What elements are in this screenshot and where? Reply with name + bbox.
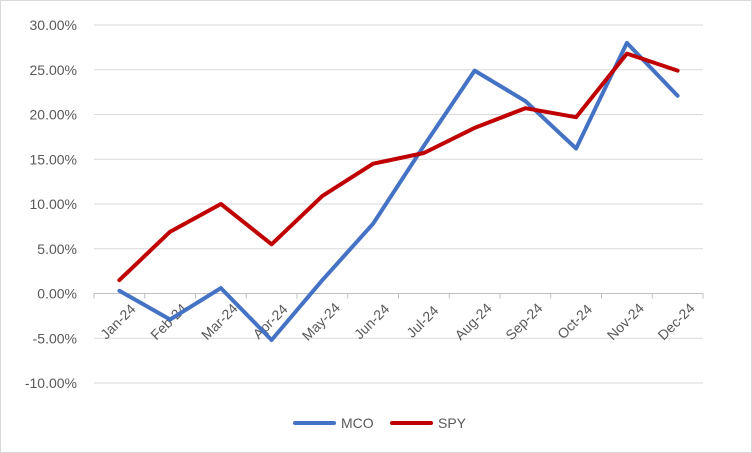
x-tick-label: Nov-24 bbox=[604, 300, 647, 343]
legend: MCO SPY bbox=[293, 415, 467, 431]
y-tick-label: 30.00% bbox=[30, 17, 77, 33]
series-line-mco bbox=[117, 40, 680, 342]
series-line-spy bbox=[117, 51, 680, 283]
y-axis-tick-labels: 30.00% 25.00% 20.00% 15.00% 10.00% 5.00% 0.00%… bbox=[25, 17, 77, 391]
y-tick-label: 5.00% bbox=[37, 241, 77, 257]
legend-label-mco: MCO bbox=[341, 415, 374, 431]
x-tick-label: Aug-24 bbox=[451, 300, 494, 343]
x-tick-label: May-24 bbox=[299, 299, 343, 343]
y-tick-label: -5.00% bbox=[33, 330, 77, 346]
x-tick-label: Jun-24 bbox=[351, 301, 393, 343]
x-tick-label: Feb-24 bbox=[147, 300, 190, 343]
y-tick-label: 25.00% bbox=[30, 62, 77, 78]
x-tick-label: Oct-24 bbox=[554, 301, 595, 342]
gridlines bbox=[94, 24, 703, 384]
x-tick-label: Jul-24 bbox=[403, 302, 441, 340]
x-tick-label: Dec-24 bbox=[654, 300, 697, 343]
y-tick-label: 20.00% bbox=[30, 107, 77, 123]
y-tick-label: 10.00% bbox=[30, 196, 77, 212]
series-lines bbox=[117, 40, 680, 342]
y-tick-label: 0.00% bbox=[37, 286, 77, 302]
x-axis-tick-labels: Jan-24 Feb-24 Mar-24 Apr-24 May-24 Jun-24 Jul-… bbox=[97, 299, 698, 343]
y-tick-label: 15.00% bbox=[30, 151, 77, 167]
y-tick-label: -10.00% bbox=[25, 375, 77, 391]
x-tick-label: Jan-24 bbox=[97, 301, 139, 343]
x-tick-label: Sep-24 bbox=[502, 300, 545, 343]
x-tick-label: Mar-24 bbox=[198, 300, 241, 343]
x-axis bbox=[93, 293, 704, 299]
legend-label-spy: SPY bbox=[438, 415, 467, 431]
